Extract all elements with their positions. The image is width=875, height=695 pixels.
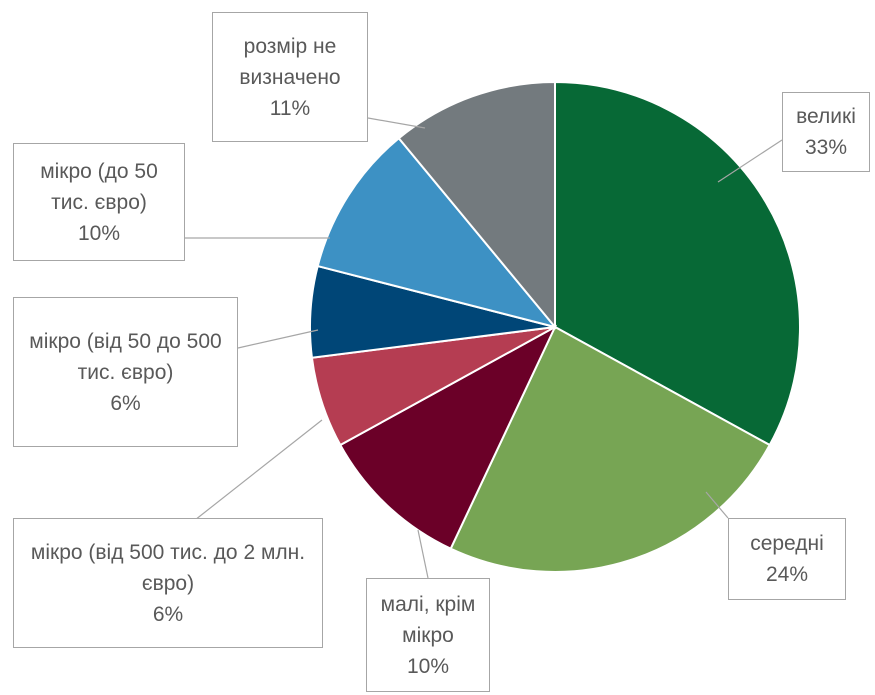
pie-slice xyxy=(449,325,772,573)
slice-name: малі, крім мікро xyxy=(380,592,476,647)
data-label: розмір не визначено 11% xyxy=(212,12,368,142)
data-label: мікро (до 50 тис. євро) 10% xyxy=(13,143,185,261)
slice-name: мікро (від 50 до 500 тис. євро) xyxy=(29,329,222,384)
slice-name: середні xyxy=(750,532,824,555)
leader-line xyxy=(705,491,729,519)
data-label: малі, крім мікро 10% xyxy=(366,578,490,692)
slice-value: 24% xyxy=(765,563,809,586)
slice-name: мікро (від 500 тис. до 2 млн. євро) xyxy=(30,540,306,595)
pie-slice xyxy=(338,324,558,551)
slice-value: 10% xyxy=(406,654,450,678)
leader-line xyxy=(194,419,323,521)
data-label: великі 33% xyxy=(782,92,870,172)
slice-value: 10% xyxy=(77,221,121,245)
data-label: середні 24% xyxy=(728,518,846,600)
slice-value: 11% xyxy=(269,96,311,120)
slice-value: 33% xyxy=(804,136,848,159)
slice-name: розмір не визначено xyxy=(239,34,341,89)
leader-line xyxy=(367,117,426,129)
leader-line xyxy=(237,329,319,349)
pie-slice xyxy=(397,80,556,330)
slice-value: 6% xyxy=(152,602,184,626)
leader-line xyxy=(417,529,429,579)
data-label: мікро (від 500 тис. до 2 млн. євро) 6% xyxy=(13,518,323,648)
pie-slice xyxy=(554,80,801,447)
data-label: мікро (від 50 до 500 тис. євро) 6% xyxy=(13,297,238,447)
slice-name: великі xyxy=(796,105,856,128)
leader-line xyxy=(717,139,783,183)
slice-value: 6% xyxy=(110,391,141,415)
pie-slice xyxy=(316,136,558,329)
slice-name: мікро (до 50 тис. євро) xyxy=(40,159,158,214)
